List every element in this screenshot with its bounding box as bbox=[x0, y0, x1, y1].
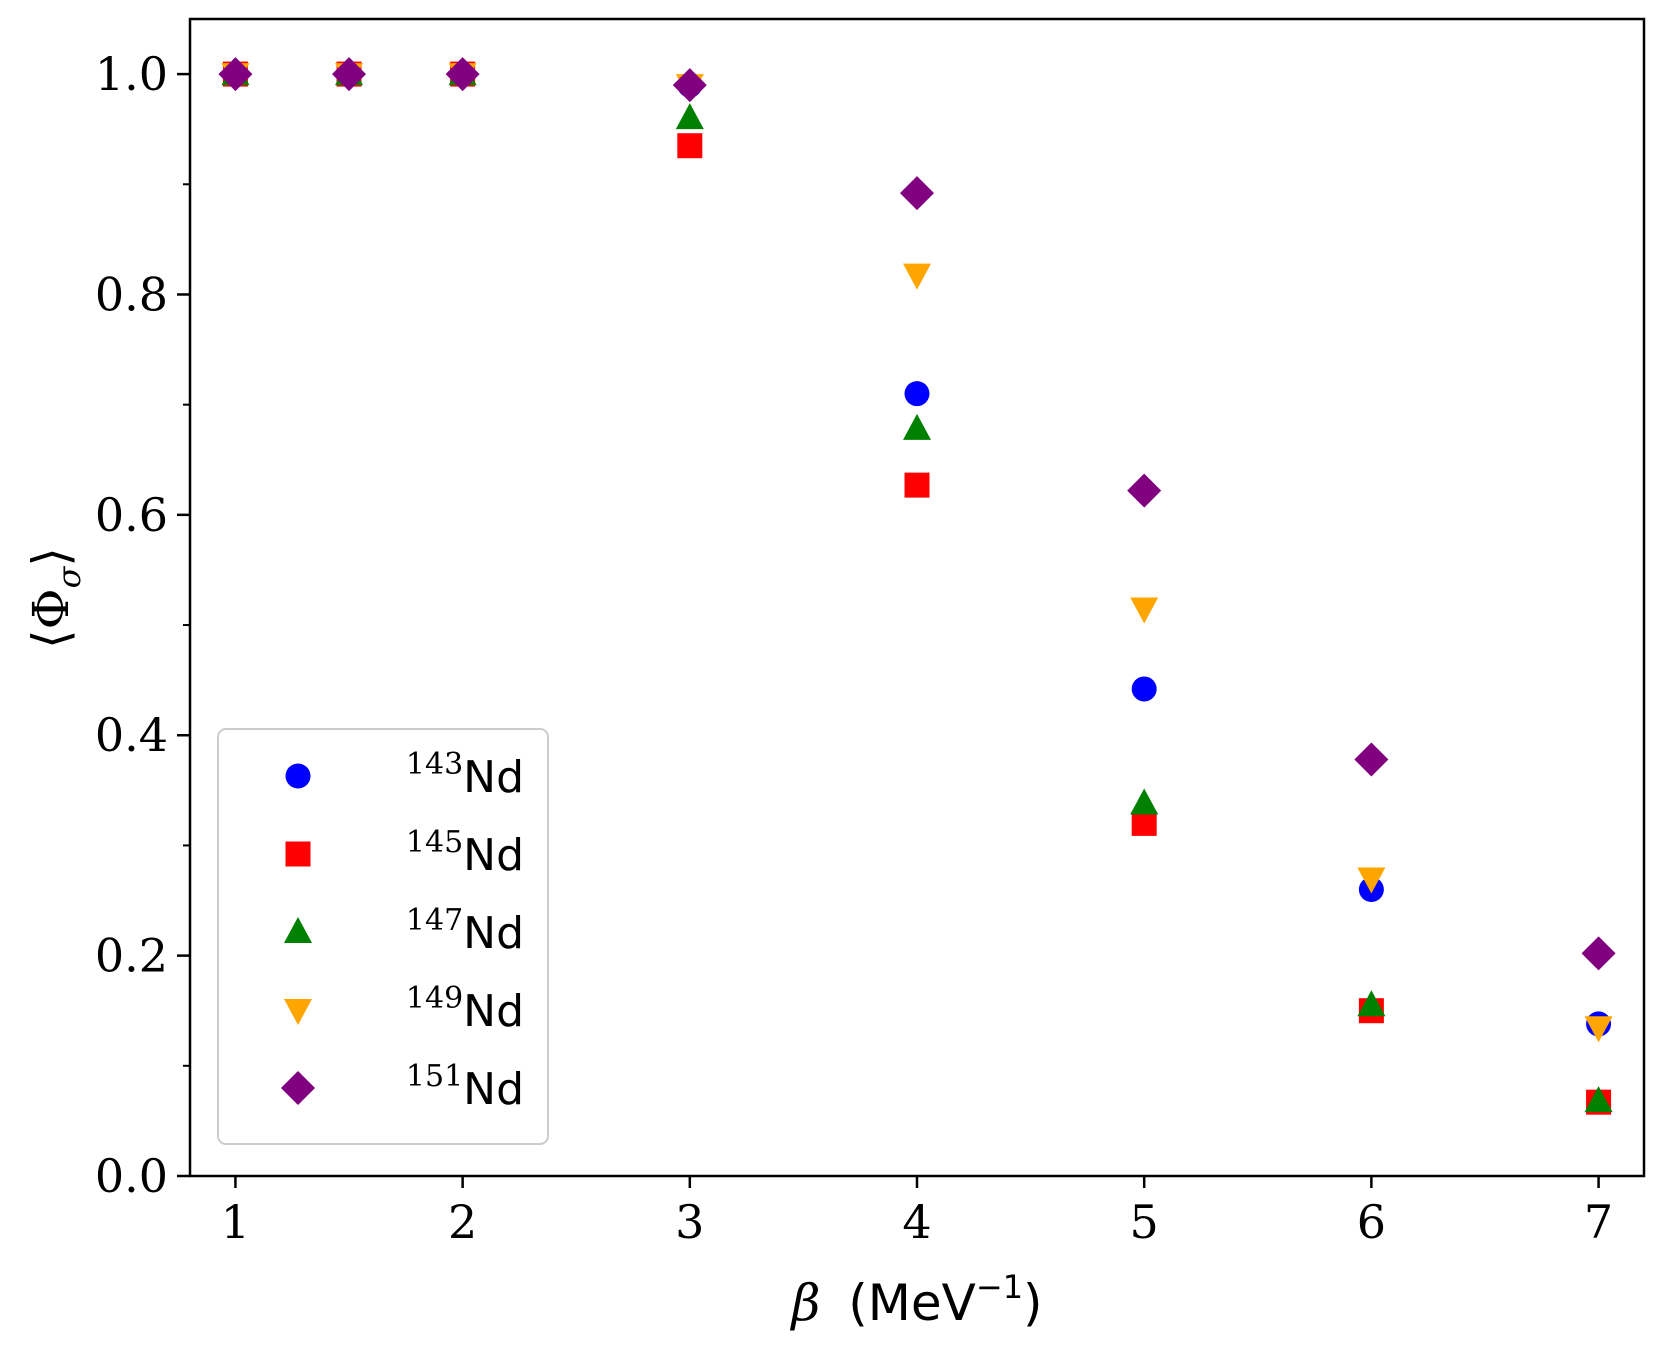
x-tick-label-6: 6 bbox=[1357, 1195, 1386, 1249]
legend-entry-149Nd: 149Nd bbox=[284, 981, 524, 1037]
point-151Nd-x3 bbox=[672, 68, 707, 103]
x-tick-label-2: 2 bbox=[448, 1195, 477, 1249]
point-151Nd-x6 bbox=[1354, 742, 1389, 777]
legend-label-145Nd: 145Nd bbox=[406, 825, 524, 881]
legend-label-143Nd: 143Nd bbox=[406, 747, 524, 803]
point-151Nd-x5 bbox=[1127, 473, 1162, 508]
x-axis-title: β (MeV−1) bbox=[789, 1268, 1042, 1332]
point-151Nd-x7 bbox=[1581, 936, 1616, 971]
x-tick-label-3: 3 bbox=[675, 1195, 704, 1249]
point-147Nd-x4 bbox=[903, 413, 931, 440]
legend-entry-151Nd: 151Nd bbox=[281, 1059, 524, 1115]
point-143Nd-x4 bbox=[904, 381, 930, 407]
legend-label-149Nd: 149Nd bbox=[406, 981, 524, 1037]
legend-entry-147Nd: 147Nd bbox=[284, 903, 524, 959]
point-147Nd-x3 bbox=[675, 103, 704, 130]
legend-entry-143Nd: 143Nd bbox=[285, 747, 524, 803]
point-143Nd-x5 bbox=[1131, 676, 1157, 702]
legend-entry-145Nd: 145Nd bbox=[285, 825, 524, 881]
point-149Nd-x5 bbox=[1130, 597, 1159, 624]
y-tick-label-0.4: 0.4 bbox=[95, 708, 168, 762]
x-tick-label-1: 1 bbox=[221, 1195, 250, 1249]
x-axis-ticks: 1 2 3 4 5 6 7 bbox=[221, 1176, 1613, 1249]
y-tick-label-0.6: 0.6 bbox=[95, 488, 168, 542]
point-145Nd-x5 bbox=[1131, 810, 1157, 836]
legend-box bbox=[217, 728, 549, 1145]
point-145Nd-x3 bbox=[677, 133, 703, 159]
legend-marker-145Nd bbox=[285, 841, 311, 867]
legend-label-147Nd: 147Nd bbox=[406, 903, 524, 959]
y-tick-label-0.2: 0.2 bbox=[95, 929, 168, 983]
point-151Nd-x1 bbox=[218, 57, 253, 92]
y-tick-label-0.0: 0.0 bbox=[95, 1149, 168, 1203]
point-151Nd-x1.5 bbox=[332, 57, 367, 92]
point-147Nd-x7 bbox=[1584, 1086, 1613, 1113]
point-149Nd-x4 bbox=[903, 263, 931, 290]
point-151Nd-x4 bbox=[900, 176, 934, 211]
legend-marker-149Nd bbox=[284, 999, 312, 1025]
point-149Nd-x6 bbox=[1357, 867, 1386, 894]
legend: 143Nd 145Nd 147Nd 149Nd 151Nd bbox=[217, 728, 549, 1145]
legend-marker-143Nd bbox=[285, 763, 311, 789]
point-149Nd-x7 bbox=[1584, 1016, 1613, 1043]
point-147Nd-x6 bbox=[1357, 990, 1386, 1017]
y-axis-ticks: 0.0 0.2 0.4 0.6 0.8 1.0 bbox=[95, 47, 190, 1203]
y-axis-title: ⟨Φσ⟩ bbox=[22, 547, 88, 649]
legend-label-151Nd: 151Nd bbox=[406, 1059, 524, 1115]
x-tick-label-4: 4 bbox=[902, 1195, 931, 1249]
x-tick-label-7: 7 bbox=[1584, 1195, 1613, 1249]
legend-marker-147Nd bbox=[284, 917, 312, 943]
point-145Nd-x4 bbox=[904, 472, 930, 498]
point-147Nd-x5 bbox=[1130, 788, 1159, 815]
x-tick-label-5: 5 bbox=[1130, 1195, 1159, 1249]
y-tick-label-1.0: 1.0 bbox=[95, 47, 168, 101]
point-151Nd-x2 bbox=[445, 57, 480, 92]
legend-marker-151Nd bbox=[281, 1071, 315, 1105]
y-tick-label-0.8: 0.8 bbox=[95, 267, 168, 321]
series-151Nd bbox=[218, 57, 1616, 971]
data-points bbox=[218, 57, 1616, 1115]
